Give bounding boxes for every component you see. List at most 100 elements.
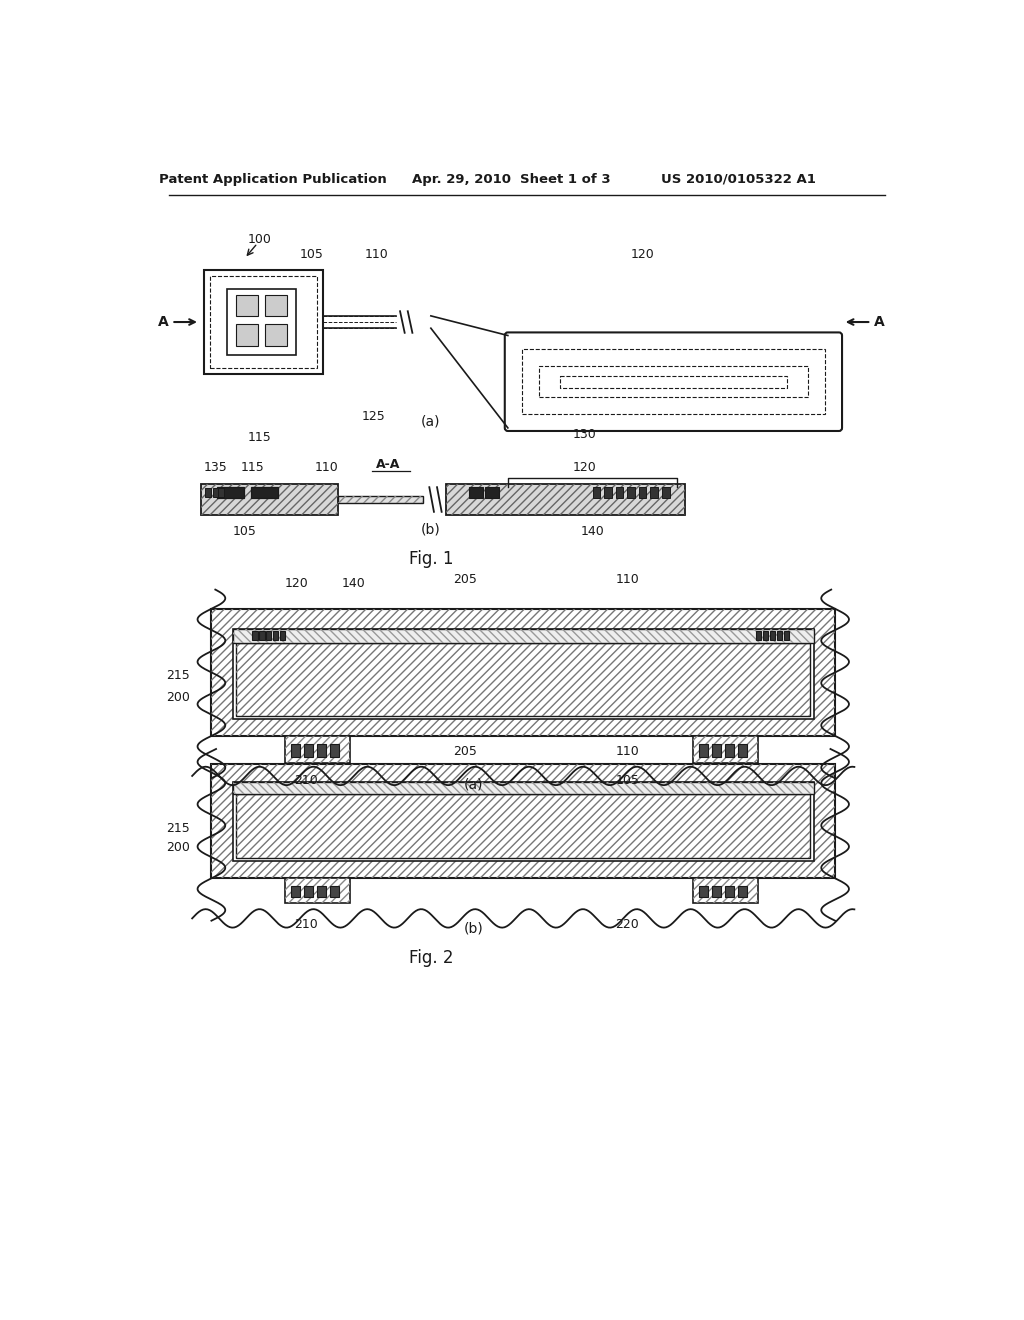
Text: (b): (b) [421, 523, 440, 536]
Bar [330, 886, 339, 896]
Bar [692, 737, 758, 763]
Bar [593, 487, 600, 498]
Bar [692, 737, 758, 763]
Bar [692, 878, 758, 903]
Text: 140: 140 [581, 525, 604, 539]
Bar [233, 628, 813, 719]
Text: Patent Application Publication: Patent Application Publication [159, 173, 387, 186]
Bar [252, 487, 279, 498]
Bar [291, 744, 300, 756]
Bar [339, 496, 423, 503]
Bar [628, 487, 635, 498]
Bar [233, 781, 813, 862]
Bar [692, 878, 758, 903]
Bar [265, 323, 287, 346]
Bar [615, 487, 624, 498]
Bar [211, 764, 836, 878]
Text: 110: 110 [615, 573, 639, 586]
Bar [233, 628, 813, 643]
Bar [213, 488, 218, 498]
Text: 120: 120 [285, 577, 308, 590]
Text: 200: 200 [166, 690, 190, 704]
Bar [725, 744, 734, 756]
Text: US 2010/0105322 A1: US 2010/0105322 A1 [662, 173, 816, 186]
Bar [738, 886, 748, 896]
Text: 100: 100 [248, 232, 271, 246]
Text: 215: 215 [167, 669, 190, 682]
Bar [756, 631, 761, 640]
Bar [237, 323, 258, 346]
Bar [304, 886, 313, 896]
Text: 105: 105 [232, 525, 256, 539]
Text: 105: 105 [615, 774, 639, 787]
Bar [218, 488, 223, 498]
Text: 205: 205 [454, 573, 477, 586]
Bar [776, 631, 782, 640]
Text: 115: 115 [248, 430, 271, 444]
Bar [226, 289, 296, 355]
Text: Fig. 1: Fig. 1 [409, 550, 453, 568]
Bar [662, 487, 670, 498]
Bar [237, 795, 810, 858]
Bar [205, 488, 211, 498]
Bar [783, 631, 788, 640]
Text: 210: 210 [294, 917, 318, 931]
Text: 205: 205 [454, 744, 477, 758]
Bar [285, 878, 350, 903]
Text: Apr. 29, 2010: Apr. 29, 2010 [412, 173, 511, 186]
Text: 120: 120 [631, 248, 654, 261]
Bar [339, 496, 423, 503]
Text: A: A [874, 315, 885, 329]
Text: 130: 130 [573, 428, 597, 441]
Text: 200: 200 [166, 841, 190, 854]
Text: Sheet 1 of 3: Sheet 1 of 3 [520, 173, 611, 186]
Bar [560, 376, 786, 388]
Text: Fig. 2: Fig. 2 [409, 949, 453, 966]
Bar [266, 631, 271, 640]
Text: A: A [158, 315, 168, 329]
Bar [604, 487, 611, 498]
Bar [210, 276, 316, 368]
Bar [202, 484, 339, 515]
Bar [233, 628, 813, 643]
Bar [304, 744, 313, 756]
Bar [521, 350, 825, 414]
Text: 110: 110 [315, 462, 339, 474]
Text: 125: 125 [361, 409, 385, 422]
Text: 140: 140 [342, 577, 366, 590]
Bar [330, 744, 339, 756]
Bar [217, 487, 244, 498]
Text: 135: 135 [204, 462, 227, 474]
Bar [469, 487, 483, 498]
Bar [725, 886, 734, 896]
Bar [204, 271, 323, 374]
Bar [233, 781, 813, 795]
Bar [316, 886, 326, 896]
Bar [639, 487, 646, 498]
Bar [698, 886, 708, 896]
FancyBboxPatch shape [505, 333, 842, 430]
Text: (a): (a) [464, 777, 483, 792]
Text: (a): (a) [421, 414, 440, 429]
Bar [259, 631, 264, 640]
Bar [285, 737, 350, 763]
Bar [280, 631, 286, 640]
Bar [763, 631, 768, 640]
Bar [446, 484, 685, 515]
Bar [273, 631, 279, 640]
Bar [237, 795, 810, 858]
Bar [237, 643, 810, 715]
Text: 110: 110 [615, 744, 639, 758]
Bar [285, 878, 350, 903]
Text: 105: 105 [300, 248, 324, 261]
Text: A-A: A-A [377, 458, 400, 471]
Text: 220: 220 [615, 917, 639, 931]
Text: 115: 115 [241, 462, 264, 474]
Bar [738, 744, 748, 756]
Bar [698, 744, 708, 756]
Bar [211, 764, 836, 878]
Bar [484, 487, 499, 498]
Bar [252, 631, 258, 640]
Bar [211, 609, 836, 737]
Text: 215: 215 [167, 822, 190, 834]
